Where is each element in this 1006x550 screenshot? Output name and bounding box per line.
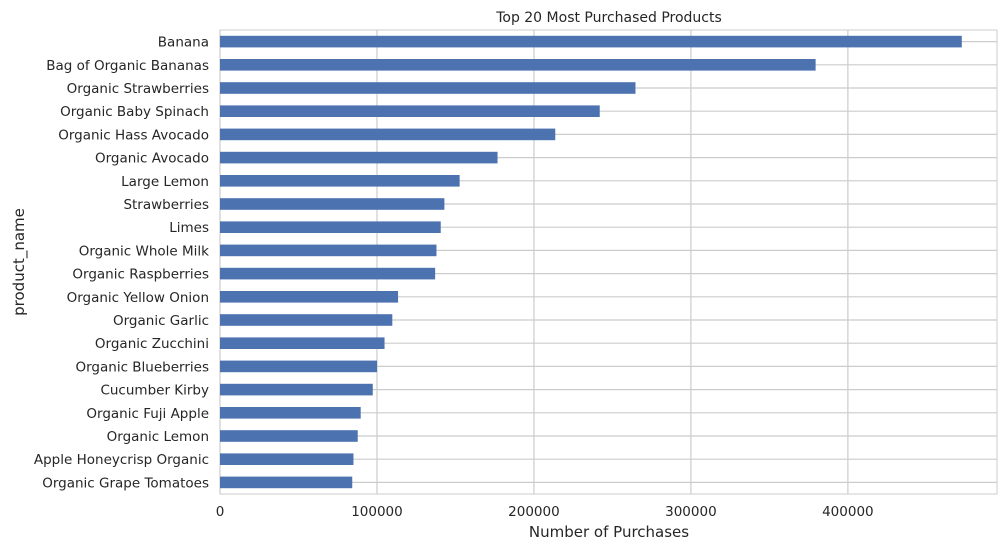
y-tick-label: Organic Hass Avocado bbox=[58, 127, 209, 143]
y-tick-label: Organic Strawberries bbox=[67, 81, 209, 97]
y-tick-label: Organic Baby Spinach bbox=[60, 104, 209, 120]
bar bbox=[220, 314, 393, 326]
x-tick-labels: 0 100000 200000 300000 400000 bbox=[216, 504, 874, 520]
bar bbox=[220, 267, 436, 280]
bar bbox=[220, 35, 962, 48]
bar bbox=[220, 337, 385, 349]
y-tick-label: Organic Whole Milk bbox=[79, 243, 209, 259]
x-tick-label: 400000 bbox=[822, 504, 874, 520]
bar bbox=[220, 360, 378, 373]
bar bbox=[220, 383, 373, 396]
y-tick-label: Organic Garlic bbox=[113, 313, 209, 329]
x-tick-label: 0 bbox=[216, 504, 225, 520]
y-tick-label: Organic Raspberries bbox=[72, 267, 209, 283]
y-tick-label: Large Lemon bbox=[121, 174, 209, 190]
x-tick-label: 100000 bbox=[351, 504, 403, 520]
y-tick-label: Apple Honeycrisp Organic bbox=[34, 452, 209, 468]
y-tick-labels: Banana Bag of Organic Bananas Organic Stra… bbox=[34, 35, 209, 492]
bar bbox=[220, 407, 361, 419]
y-tick-label: Limes bbox=[169, 220, 209, 236]
y-tick-label: Strawberries bbox=[123, 197, 209, 213]
y-tick-label: Banana bbox=[158, 35, 209, 51]
bar bbox=[220, 291, 399, 303]
bars bbox=[220, 35, 962, 489]
chart-title: Top 20 Most Purchased Products bbox=[495, 10, 722, 26]
bar bbox=[220, 221, 441, 233]
y-tick-label: Organic Avocado bbox=[95, 151, 209, 167]
y-tick-label: Bag of Organic Bananas bbox=[46, 58, 209, 74]
bar bbox=[220, 198, 445, 210]
bar bbox=[220, 175, 460, 187]
y-tick-label: Organic Blueberries bbox=[75, 359, 209, 375]
bar bbox=[220, 105, 600, 117]
y-axis-label: product_name bbox=[10, 208, 29, 316]
y-tick-label: Organic Grape Tomatoes bbox=[42, 475, 209, 491]
bar bbox=[220, 59, 816, 71]
bar bbox=[220, 476, 353, 489]
bar bbox=[220, 244, 437, 257]
bar bbox=[220, 453, 354, 465]
bar bbox=[220, 128, 556, 141]
bar bbox=[220, 151, 498, 164]
x-axis-label: Number of Purchases bbox=[529, 523, 689, 541]
y-tick-label: Organic Zucchini bbox=[95, 336, 209, 352]
x-tick-label: 200000 bbox=[508, 504, 560, 520]
y-tick-label: Organic Fuji Apple bbox=[86, 406, 209, 422]
y-tick-label: Organic Yellow Onion bbox=[67, 290, 209, 306]
bar bbox=[220, 430, 358, 442]
bar bbox=[220, 82, 636, 94]
y-tick-label: Cucumber Kirby bbox=[100, 383, 209, 399]
x-tick-label: 300000 bbox=[665, 504, 717, 520]
plot-area bbox=[219, 29, 998, 495]
y-tick-label: Organic Lemon bbox=[107, 429, 209, 445]
